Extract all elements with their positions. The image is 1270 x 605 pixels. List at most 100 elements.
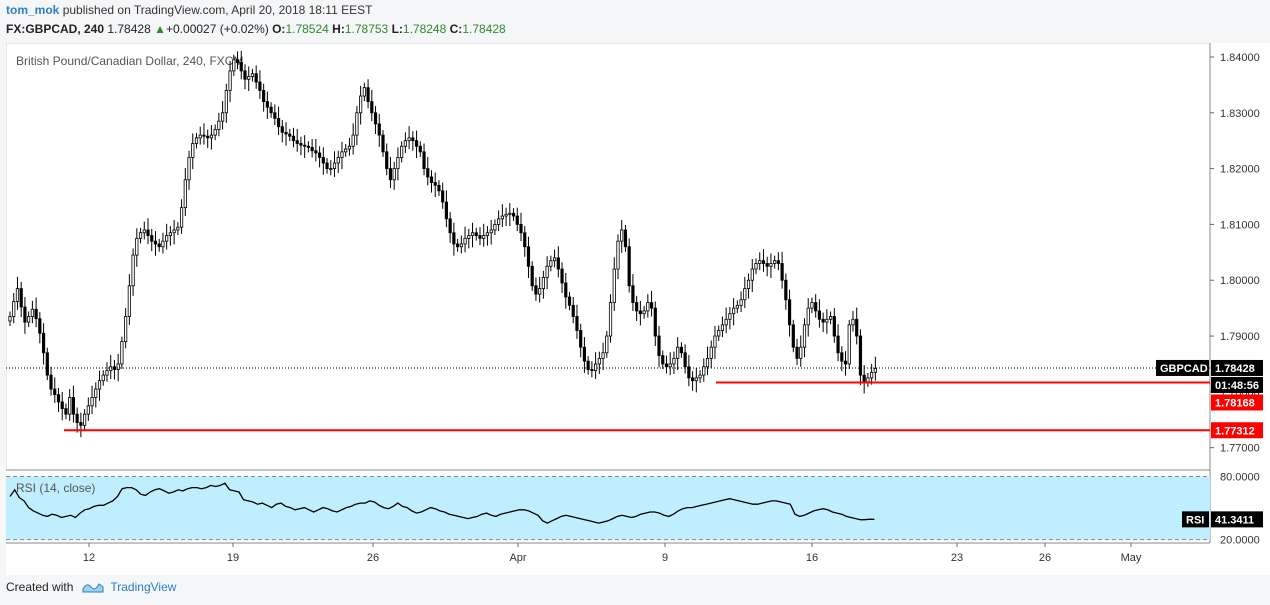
candle-body (840, 352, 844, 362)
candle-body (855, 318, 859, 337)
candle-body (284, 131, 288, 135)
candle-body (191, 143, 195, 158)
rsi-name-tag: RSI (1186, 514, 1204, 526)
candle-body (780, 263, 784, 281)
candle-body (478, 235, 482, 239)
candle-body (851, 318, 855, 326)
candle-body (799, 346, 803, 359)
candle-body (332, 162, 337, 169)
candle-body (829, 316, 833, 320)
candle-body (303, 144, 307, 147)
candle-body (250, 73, 255, 77)
candle-body (690, 377, 695, 382)
main-pane-border (5, 42, 1211, 471)
candle-body (295, 140, 299, 144)
candle-body (217, 120, 221, 130)
candle-body (754, 263, 758, 270)
candle-body (743, 288, 747, 301)
candle-body (452, 232, 456, 245)
price-axis-ticks: 1.84000 1.83000 1.82000 1.81000 1.80000 1.790… (1210, 52, 1260, 455)
candle-body (8, 316, 12, 322)
candle-body (370, 101, 374, 114)
candle-body (534, 285, 538, 295)
candle-body (314, 150, 318, 154)
rsi-value-tag: 41.3411 (1215, 514, 1254, 526)
candle-body (758, 260, 762, 264)
last-price: 1.78428 (107, 22, 151, 36)
candle-body (750, 268, 754, 281)
time-tick-label: Apr (509, 552, 526, 564)
price-tick-label: 1.81000 (1220, 219, 1260, 231)
candle-body (239, 62, 243, 72)
candle-body (30, 308, 34, 317)
chart-area[interactable]: British Pound/Canadian Dollar, 240, FXCM… (5, 42, 1270, 575)
close-value: 1.78428 (462, 22, 506, 36)
candle-body (448, 218, 452, 234)
rsi-tick-80: 80.0000 (1220, 472, 1260, 484)
candle-body (418, 145, 422, 153)
candle-body (638, 310, 642, 315)
candle-body (724, 318, 728, 326)
candle-body (101, 374, 105, 382)
tradingview-logo-icon[interactable] (82, 581, 104, 593)
candle-body (153, 240, 158, 245)
rsi-band (6, 476, 1210, 540)
candle-body (668, 363, 672, 368)
rsi-tick-20: 20.0000 (1220, 535, 1260, 547)
candle-body (411, 137, 415, 142)
candle-body (541, 277, 545, 289)
candle-body (273, 112, 277, 119)
candle-body (64, 408, 68, 415)
candle-body (441, 190, 445, 203)
chart-svg[interactable]: British Pound/Canadian Dollar, 240, FXCM… (5, 42, 1270, 575)
tradingview-link[interactable]: TradingView (110, 580, 177, 594)
candles (8, 50, 877, 438)
candle-body (713, 335, 717, 348)
candle-body (866, 377, 870, 383)
candle-body (340, 151, 344, 158)
candle-body (381, 134, 385, 153)
symbol-name: FX:GBPCAD, 240 (6, 22, 105, 36)
candle-body (168, 232, 172, 236)
candle-body (545, 265, 549, 278)
time-tick-label: 12 (83, 552, 95, 564)
candle-body (683, 352, 687, 368)
candle-body (138, 232, 143, 239)
candle-body (321, 157, 325, 164)
candle-body (482, 235, 486, 239)
candle-body (45, 352, 49, 376)
support-1-tag-bg (1211, 394, 1263, 411)
candle-body (75, 413, 79, 423)
candle-body (862, 374, 866, 383)
candle-body (627, 246, 631, 287)
candle-body (817, 310, 822, 320)
candle-body (556, 257, 560, 270)
symbol-tag: GBPCAD (1160, 363, 1208, 375)
publish-text: published on TradingView.com, April 20, … (62, 3, 373, 17)
price-tick-label: 1.83000 (1220, 108, 1260, 120)
countdown-tag: 01:48:56 (1215, 380, 1259, 392)
candle-body (769, 263, 773, 267)
candle-body (194, 137, 199, 144)
candle-body (280, 126, 284, 133)
candle-body (329, 168, 333, 170)
rsi-pane[interactable]: RSI (14, close) 80.0000 20.0000 RSI 41.341… (6, 472, 1263, 547)
candle-body (400, 145, 404, 158)
candle-body (258, 81, 262, 91)
candle-body (131, 254, 135, 287)
main-pane[interactable]: British Pound/Canadian Dollar, 240, FXCM… (5, 42, 1263, 543)
candle-body (444, 201, 449, 220)
author-name[interactable]: tom_mok (6, 3, 60, 17)
candle-body (23, 306, 27, 323)
candle-body (183, 179, 187, 209)
candle-body (776, 260, 780, 264)
candle-body (467, 235, 471, 239)
candle-body (317, 152, 322, 158)
candle-body (519, 224, 523, 234)
candle-body (299, 143, 303, 146)
candle-body (377, 123, 381, 136)
candle-body (86, 405, 90, 415)
candle-body (605, 335, 609, 354)
high-label: H: (332, 22, 345, 36)
candle-body (38, 318, 42, 334)
